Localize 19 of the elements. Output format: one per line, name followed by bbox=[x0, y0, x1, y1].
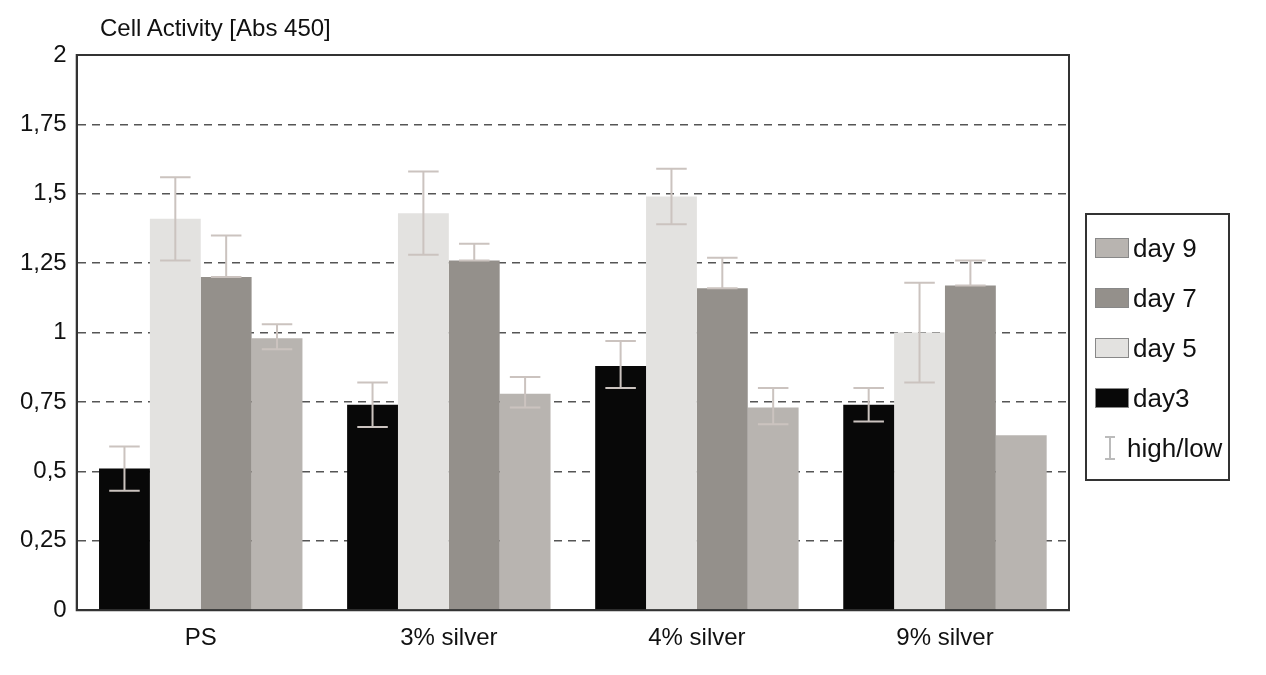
x-tick-label: 4% silver bbox=[648, 623, 746, 651]
y-tick-label: 0,75 bbox=[19, 386, 67, 414]
x-tick-label: 3% silver bbox=[400, 623, 498, 651]
legend-label: day 5 bbox=[1133, 332, 1197, 364]
y-tick-label: 2 bbox=[53, 39, 67, 67]
y-tick-label: 1 bbox=[53, 317, 67, 345]
x-tick-label: PS bbox=[184, 623, 217, 651]
y-tick-label: 0,5 bbox=[33, 456, 67, 484]
y-axis-title: Cell Activity [Abs 450] bbox=[100, 14, 331, 42]
x-tick-label: 9% silver bbox=[896, 623, 994, 651]
y-tick-label: 1,75 bbox=[19, 109, 67, 137]
legend-label: day3 bbox=[1133, 382, 1190, 414]
y-tick-label: 0,25 bbox=[19, 525, 67, 553]
text: high/low bbox=[1127, 432, 1223, 464]
y-tick-label: 1,25 bbox=[19, 247, 67, 275]
y-tick-label: 0 bbox=[53, 594, 67, 622]
legend-label: day 7 bbox=[1133, 282, 1197, 314]
y-tick-label: 1,5 bbox=[33, 178, 67, 206]
legend-label: day 9 bbox=[1133, 232, 1197, 264]
